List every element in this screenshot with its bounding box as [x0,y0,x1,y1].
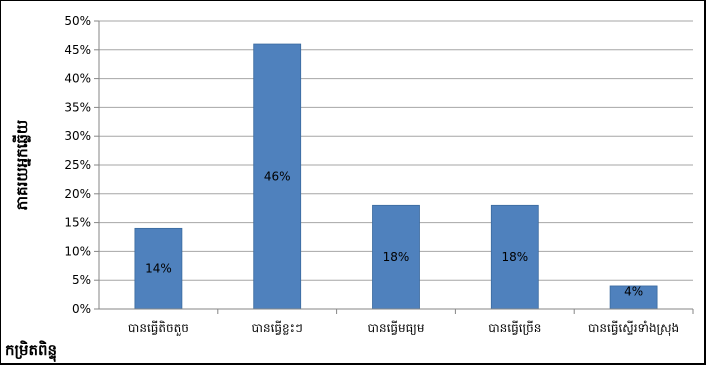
y-axis-title: ភាគរយអ្នកឆ្លើយ [12,120,31,210]
data-label: 46% [264,170,291,184]
x-category-label: បានធ្វើខ្លះៗ [252,320,303,335]
data-label: 14% [145,262,172,276]
x-axis-title: កម្រិតពិន្ទុ [5,340,57,362]
data-labels: 14% 46% 18% 18% 4% [145,170,643,299]
y-tick-label: 50% [64,14,91,28]
data-label: 18% [383,250,410,264]
chart-frame: 0% 5% 10% 15% 20% 25% 30% 35% 40% 45% 50% 14% 46% 18… [0,0,706,365]
y-axis-tick-labels: 0% 5% 10% 15% 20% 25% 30% 35% 40% 45% 50% [64,14,91,316]
bar [490,204,539,310]
y-tick-label: 20% [64,187,91,201]
y-tick-label: 15% [64,216,91,230]
y-tick-label: 0% [72,302,91,316]
y-tick-label: 10% [64,244,91,258]
x-axis-category-labels: បានធ្វើតិចតួច បានធ្វើខ្លះៗ បានធ្វើមធ្យម បាន… [128,320,679,336]
x-category-label: បានធ្វើច្រើន [488,320,541,335]
x-category-label: បានធ្វើតិចតួច [128,320,189,336]
bar [253,43,302,310]
y-tick-label: 35% [64,100,91,114]
y-tick-label: 25% [64,158,91,172]
x-category-label: បានធ្វើស្ទើរទាំងស្រុង [588,320,679,336]
y-tick-label: 45% [64,43,91,57]
data-label: 18% [501,250,528,264]
y-tick-label: 40% [64,72,91,86]
bars [134,43,658,310]
y-tick-label: 30% [64,129,91,143]
x-category-label: បានធ្វើមធ្យម [368,320,425,335]
y-tick-label: 5% [72,273,91,287]
data-label: 4% [624,284,643,298]
bar-chart: 0% 5% 10% 15% 20% 25% 30% 35% 40% 45% 50% 14% 46% 18… [5,14,694,362]
